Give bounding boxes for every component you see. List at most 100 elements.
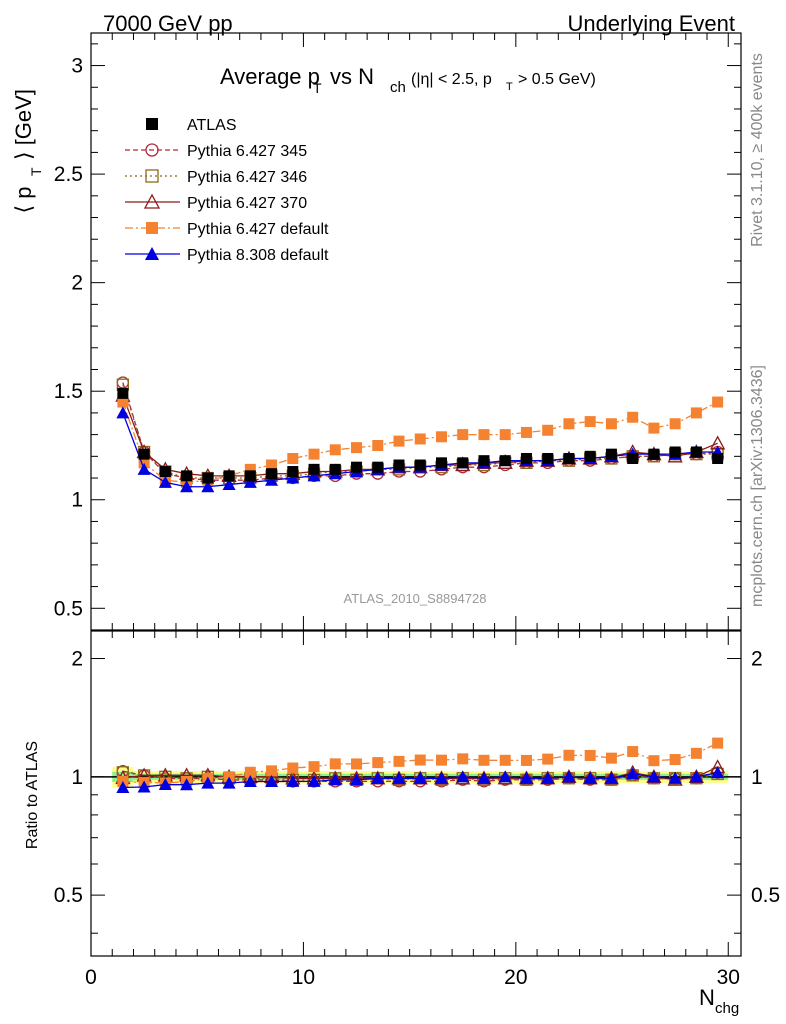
ratio-point	[499, 754, 511, 766]
ratio-point	[520, 754, 532, 766]
ratio-point	[307, 774, 321, 787]
ratio-point	[477, 771, 491, 784]
data-point	[329, 444, 341, 456]
ratio-point	[541, 771, 555, 784]
data-point	[265, 473, 279, 486]
data-point	[351, 442, 363, 454]
ratio-point	[392, 771, 406, 784]
legend-item: Pythia 6.427 346	[125, 169, 307, 186]
data-point	[202, 472, 214, 484]
data-point	[308, 463, 320, 475]
data-point	[244, 470, 256, 482]
ratio-ytick-label: 1	[71, 766, 83, 789]
ratio-ytick-label: 0.5	[54, 884, 83, 907]
data-point	[158, 475, 172, 488]
ratio-point	[478, 754, 490, 766]
title-cut-a: (|η| < 2.5, p	[411, 71, 492, 88]
mcplots-note: mcplots.cern.ch [arXiv:1306.3436]	[749, 365, 766, 607]
series-line	[122, 401, 718, 484]
ratio-point	[286, 774, 300, 787]
xtick-label: 0	[85, 966, 97, 989]
data-point	[669, 446, 681, 458]
data-point	[563, 418, 575, 430]
data-point	[181, 470, 193, 482]
ratio-point	[350, 773, 364, 786]
ratio-point	[648, 755, 660, 767]
data-point	[605, 448, 617, 460]
xtick-label: 10	[292, 966, 315, 989]
legend-item: ATLAS	[146, 117, 237, 134]
data-point	[180, 480, 194, 493]
main-ytick-label: 2	[71, 272, 83, 295]
ratio-point	[201, 776, 215, 789]
title-cut-t: T	[506, 81, 513, 93]
xtick-label: 30	[717, 966, 740, 989]
ratio-point	[434, 771, 448, 784]
main-ytick-label: 3	[71, 55, 83, 78]
ratio-point	[308, 761, 320, 773]
ratio-ytick-label-right: 0.5	[751, 884, 780, 907]
main-ylabel-a: ⟨ p	[11, 187, 36, 214]
legend: ATLAS Pythia 6.427 345 Pythia 6.427 346 Pyt…	[125, 117, 329, 264]
data-point	[159, 466, 171, 478]
title-sub-ch: ch	[390, 79, 406, 96]
data-point	[201, 480, 215, 493]
data-point	[457, 429, 469, 441]
ratio-point	[265, 774, 279, 787]
ratio-line	[122, 771, 718, 781]
data-point	[563, 452, 575, 464]
ratio-point	[393, 755, 405, 767]
ratio-series-group	[115, 737, 726, 793]
data-point	[669, 418, 681, 430]
data-point	[223, 470, 235, 482]
data-point	[584, 450, 596, 462]
data-point	[286, 471, 300, 484]
data-point	[308, 448, 320, 460]
ratio-point	[583, 771, 597, 784]
ratio-ytick-label: 2	[71, 648, 83, 671]
ratio-point	[372, 757, 384, 769]
data-point	[435, 457, 447, 469]
data-point	[372, 439, 384, 451]
main-ylabel-b: ⟩ [GeV]	[11, 89, 36, 160]
data-point	[648, 448, 660, 460]
main-series-group	[115, 376, 726, 493]
data-point	[287, 452, 299, 464]
data-point	[117, 396, 129, 408]
analysis-id: ATLAS_2010_S8894728	[344, 591, 487, 606]
x-axis: 0 10 20 30	[85, 33, 740, 989]
legend-label: ATLAS	[187, 117, 237, 134]
data-point	[499, 429, 511, 441]
data-point	[307, 469, 321, 482]
data-point	[393, 435, 405, 447]
ratio-point	[689, 770, 703, 783]
ratio-series-5	[116, 766, 725, 793]
data-point	[117, 387, 129, 399]
data-point	[648, 422, 660, 434]
main-ytick-label: 2.5	[54, 163, 83, 186]
data-point	[287, 466, 299, 478]
data-point	[137, 462, 151, 475]
legend-marker	[145, 169, 159, 183]
ratio-point	[563, 749, 575, 761]
legend-label: Pythia 8.308 default	[187, 247, 329, 264]
rivet-note: Rivet 3.1.10, ≥ 400k events	[749, 53, 766, 247]
ratio-point	[562, 770, 576, 783]
data-point	[266, 468, 278, 480]
main-ylabel: ⟨ p T ⟩ [GeV]	[11, 89, 44, 213]
ratio-point	[116, 780, 130, 793]
ratio-ytick-label-right: 2	[751, 648, 763, 671]
legend-item: Pythia 6.427 345	[125, 143, 307, 160]
ratio-line	[122, 742, 718, 784]
data-point	[457, 457, 469, 469]
data-point	[478, 429, 490, 441]
data-point	[266, 459, 278, 471]
data-point	[520, 452, 532, 464]
ratio-point	[222, 776, 236, 789]
data-point	[222, 478, 236, 491]
process-label: Underlying Event	[567, 11, 735, 36]
legend-label: Pythia 6.427 346	[187, 169, 307, 186]
data-point	[690, 446, 702, 458]
data-point	[138, 448, 150, 460]
main-ylabel-t: T	[28, 167, 44, 176]
